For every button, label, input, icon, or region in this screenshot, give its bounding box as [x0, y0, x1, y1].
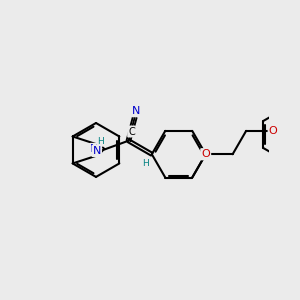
- Text: N: N: [93, 146, 101, 156]
- Text: N: N: [90, 144, 99, 154]
- Text: O: O: [269, 126, 278, 136]
- Text: H: H: [142, 159, 149, 168]
- Text: N: N: [132, 106, 140, 116]
- Text: C: C: [128, 127, 135, 136]
- Text: H: H: [97, 137, 104, 146]
- Text: O: O: [201, 149, 210, 159]
